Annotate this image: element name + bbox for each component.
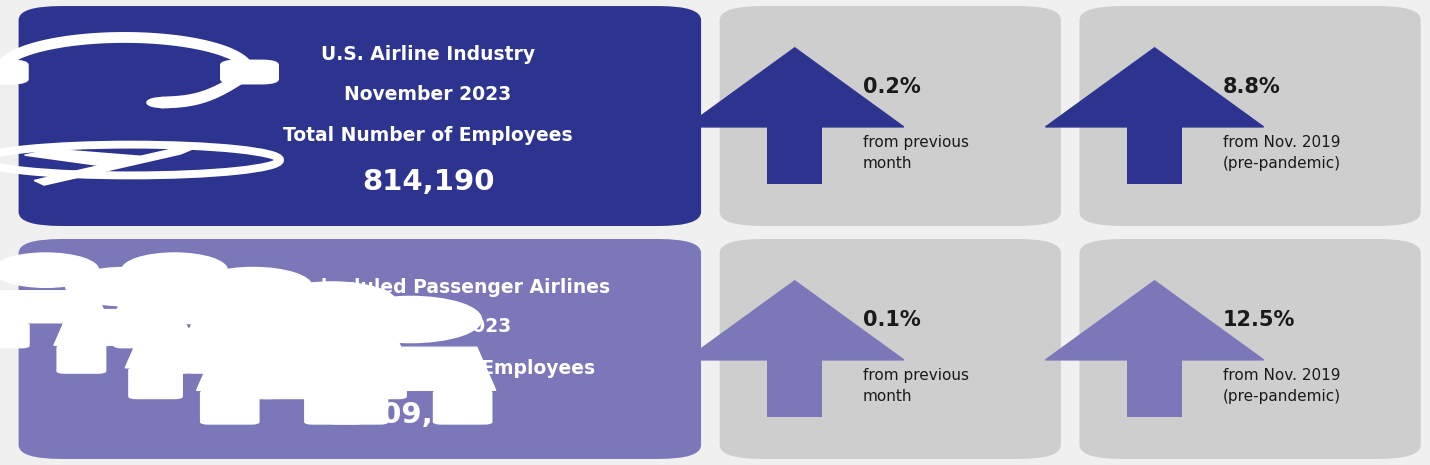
Polygon shape [54,310,194,345]
Circle shape [139,282,267,324]
FancyBboxPatch shape [113,322,159,348]
FancyBboxPatch shape [0,60,29,85]
Text: U.S. Scheduled Passenger Airlines: U.S. Scheduled Passenger Airlines [246,278,609,297]
Text: 0.1%: 0.1% [862,311,921,331]
FancyBboxPatch shape [305,390,363,425]
Polygon shape [196,347,368,390]
Circle shape [210,296,353,343]
Polygon shape [24,149,140,166]
FancyBboxPatch shape [719,239,1061,459]
FancyBboxPatch shape [1080,6,1421,226]
Text: 0.2%: 0.2% [862,78,921,98]
FancyBboxPatch shape [768,127,822,184]
Text: from Nov. 2019
(pre-pandemic): from Nov. 2019 (pre-pandemic) [1223,368,1341,405]
Text: 12.5%: 12.5% [1223,311,1296,331]
Circle shape [0,253,99,287]
Polygon shape [112,291,237,323]
FancyBboxPatch shape [272,345,322,374]
Circle shape [66,267,183,306]
FancyBboxPatch shape [257,367,312,399]
FancyBboxPatch shape [1127,127,1181,184]
Polygon shape [1045,48,1264,127]
Text: from previous
month: from previous month [862,135,970,172]
FancyBboxPatch shape [129,367,183,399]
Polygon shape [255,328,410,368]
FancyBboxPatch shape [184,345,235,374]
Circle shape [339,296,482,343]
Circle shape [194,267,312,306]
FancyBboxPatch shape [19,6,701,226]
FancyBboxPatch shape [1080,239,1421,459]
FancyBboxPatch shape [433,390,492,425]
Text: 509,135: 509,135 [362,401,495,429]
Circle shape [267,282,396,324]
Polygon shape [686,281,904,360]
Circle shape [122,253,227,287]
Text: 814,190: 814,190 [362,168,495,196]
FancyBboxPatch shape [223,367,279,399]
FancyBboxPatch shape [0,322,30,348]
Text: November 2023: November 2023 [345,318,512,337]
Polygon shape [34,146,199,185]
Polygon shape [686,48,904,127]
FancyBboxPatch shape [768,360,822,417]
FancyBboxPatch shape [61,322,107,348]
FancyBboxPatch shape [19,239,701,459]
FancyBboxPatch shape [200,390,260,425]
Text: Full-time Equivalent Employees: Full-time Equivalent Employees [262,359,595,379]
FancyBboxPatch shape [220,60,279,85]
Polygon shape [1045,281,1264,360]
FancyBboxPatch shape [352,367,408,399]
Polygon shape [325,347,496,390]
FancyBboxPatch shape [143,345,193,374]
FancyBboxPatch shape [56,345,106,374]
Polygon shape [14,171,56,176]
Polygon shape [0,291,109,323]
Text: from Nov. 2019
(pre-pandemic): from Nov. 2019 (pre-pandemic) [1223,135,1341,172]
Polygon shape [126,328,282,368]
FancyBboxPatch shape [719,6,1061,226]
Text: 8.8%: 8.8% [1223,78,1280,98]
Text: Total Number of Employees: Total Number of Employees [283,126,573,146]
Text: November 2023: November 2023 [345,85,512,104]
Text: from previous
month: from previous month [862,368,970,405]
FancyBboxPatch shape [190,322,236,348]
Text: U.S. Airline Industry: U.S. Airline Industry [320,45,535,64]
FancyBboxPatch shape [1127,360,1181,417]
Circle shape [147,98,177,107]
FancyBboxPatch shape [329,390,389,425]
Polygon shape [183,310,323,345]
